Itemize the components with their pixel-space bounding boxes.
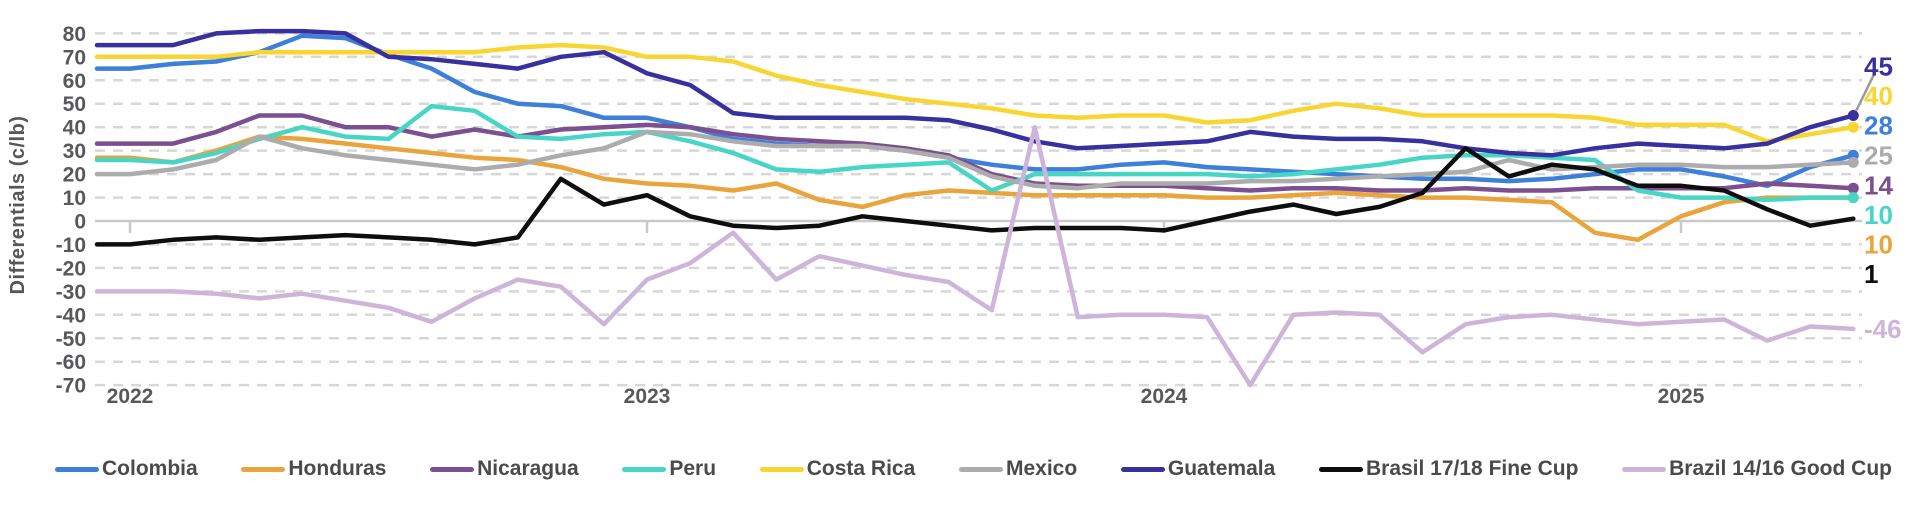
plot-area: 80 70 60 50 40 30 20 10 0 -10 -20 -30 -40 -50 -60 -70 20… xyxy=(7,23,1902,408)
legend-swatch-nicaragua xyxy=(430,466,475,472)
line-brazil-14-16-good-cup xyxy=(94,124,1856,388)
legend-swatch-colombia xyxy=(55,466,99,472)
legend-label-brasil-17-18-fine-cup: Brasil 17/18 Fine Cup xyxy=(1365,457,1579,480)
y-tick-label: -40 xyxy=(56,304,86,327)
chart-legend: Colombia Honduras Nicaragua Peru Costa Rica M… xyxy=(55,457,1892,481)
y-tick-label: 0 xyxy=(74,211,86,234)
y-tick-label: -50 xyxy=(56,328,86,351)
y-tick-label: 30 xyxy=(63,140,86,163)
y-tick-label: 20 xyxy=(63,164,86,187)
endpoint-dot-mexico xyxy=(1847,156,1859,168)
y-tick-label: 70 xyxy=(63,46,86,69)
legend-label-mexico: Mexico xyxy=(1005,457,1078,480)
endpoint-dot-guatemala xyxy=(1847,110,1859,121)
legend-item-brazil-14-16-good-cup[interactable]: Brazil 14/16 Good Cup xyxy=(1622,457,1892,481)
y-tick-label: -60 xyxy=(56,351,86,374)
x-tick-label: 2023 xyxy=(624,385,671,408)
end-value-label-peru: 10 xyxy=(1864,200,1893,230)
legend-swatch-mexico xyxy=(958,466,1003,472)
end-value-label-costa-rica: 40 xyxy=(1864,81,1893,111)
legend-label-peru: Peru xyxy=(669,457,717,480)
y-tick-label: -70 xyxy=(56,375,86,398)
line-colombia xyxy=(94,33,1856,189)
legend-swatch-peru xyxy=(622,466,667,472)
legend-swatch-costa-rica xyxy=(759,466,804,472)
y-tick-label: -10 xyxy=(56,234,86,257)
legend-item-costa-rica[interactable]: Costa Rica xyxy=(759,457,916,481)
legend-item-guatemala[interactable]: Guatemala xyxy=(1120,457,1276,481)
legend-item-mexico[interactable]: Mexico xyxy=(958,457,1078,481)
y-tick-label: 80 xyxy=(63,23,86,46)
y-tick-label: -20 xyxy=(56,257,86,280)
endpoint-dot-peru xyxy=(1847,192,1859,204)
legend-label-guatemala: Guatemala xyxy=(1167,457,1276,480)
y-tick-label: 50 xyxy=(63,93,86,116)
end-value-label-brazil-14-16-good-cup: -46 xyxy=(1864,314,1902,344)
endpoint-dot-costa-rica xyxy=(1847,121,1859,133)
y-axis-title: Differentials (c/lb) xyxy=(7,116,29,295)
legend-item-brasil-17-18-fine-cup[interactable]: Brasil 17/18 Fine Cup xyxy=(1318,457,1579,481)
x-tick-label: 2024 xyxy=(1141,385,1188,408)
end-value-label-guatemala: 45 xyxy=(1864,51,1893,81)
end-value-label-honduras: 10 xyxy=(1864,230,1893,260)
end-value-label-colombia: 28 xyxy=(1864,111,1893,141)
legend-label-costa-rica: Costa Rica xyxy=(806,457,916,480)
legend-label-honduras: Honduras xyxy=(288,457,387,480)
y-tick-label: 10 xyxy=(63,187,86,210)
legend-label-nicaragua: Nicaragua xyxy=(477,457,579,480)
line-guatemala xyxy=(94,28,1856,158)
legend-label-brazil-14-16-good-cup: Brazil 14/16 Good Cup xyxy=(1669,457,1892,480)
end-value-label-nicaragua: 14 xyxy=(1864,170,1893,200)
x-tick-label: 2025 xyxy=(1658,385,1705,408)
legend-item-nicaragua[interactable]: Nicaragua xyxy=(430,457,579,481)
line-mexico xyxy=(94,129,1856,191)
legend-swatch-honduras xyxy=(241,466,286,472)
legend-label-colombia: Colombia xyxy=(102,457,198,480)
y-tick-label: 60 xyxy=(63,70,86,93)
legend-swatch-guatemala xyxy=(1120,466,1165,472)
line-peru xyxy=(94,103,1856,203)
legend-item-honduras[interactable]: Honduras xyxy=(241,457,386,481)
endpoint-dot-nicaragua xyxy=(1847,182,1859,194)
label-leader-line xyxy=(1855,73,1876,112)
legend-swatch-brasil-17-18-fine-cup xyxy=(1318,466,1363,472)
end-value-label-brasil-17-18-fine-cup: 1 xyxy=(1864,259,1878,289)
y-tick-label: 40 xyxy=(63,117,86,140)
y-tick-label: -30 xyxy=(56,281,86,304)
legend-item-peru[interactable]: Peru xyxy=(622,457,716,481)
x-tick-label: 2022 xyxy=(107,385,154,408)
line-honduras xyxy=(94,134,1856,243)
line-brasil-17-18-fine-cup xyxy=(94,146,1856,247)
end-value-label-mexico: 25 xyxy=(1864,140,1893,170)
legend-swatch-brazil-14-16-good-cup xyxy=(1622,466,1667,472)
legend-item-colombia[interactable]: Colombia xyxy=(55,457,198,481)
